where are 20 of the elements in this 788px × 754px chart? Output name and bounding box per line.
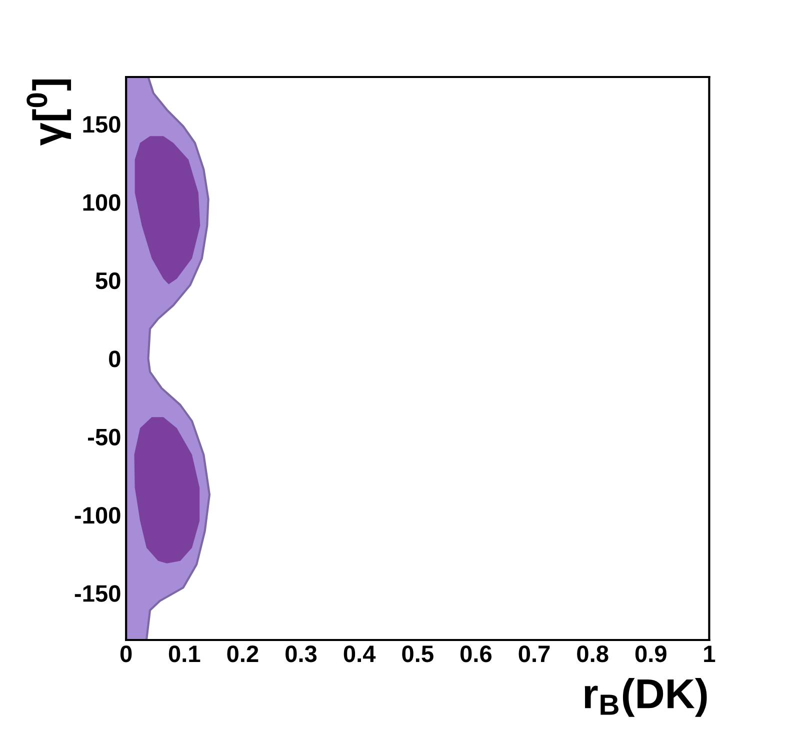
x-tick-label: 0.1 bbox=[168, 645, 200, 662]
x-tick-label: 0.3 bbox=[286, 645, 317, 662]
x-tick-label: 0.6 bbox=[460, 645, 492, 662]
x-axis-title: r$_{B}$(DK) bbox=[584, 678, 707, 717]
x-tick-label: 0.5 bbox=[402, 645, 434, 662]
x-tick-label: 0 bbox=[120, 645, 132, 662]
y-axis-title: γ[$^{0}$] bbox=[26, 79, 72, 146]
y-tick-label: -50 bbox=[88, 428, 120, 446]
x-tick-label: 0.9 bbox=[635, 645, 666, 662]
y-tick-label: 50 bbox=[96, 272, 120, 290]
x-tick-label: 0.4 bbox=[344, 645, 376, 662]
y-tick-label: 150 bbox=[83, 116, 120, 133]
y-tick-label: 0 bbox=[109, 350, 120, 368]
x-tick-label: 0.8 bbox=[577, 645, 608, 662]
y-tick-label: -100 bbox=[74, 506, 120, 524]
y-tick-label: 100 bbox=[83, 194, 120, 211]
x-tick-label: 0.7 bbox=[518, 645, 550, 662]
x-tick-label: 0.2 bbox=[227, 645, 258, 662]
x-tick-label: 1 bbox=[704, 646, 716, 662]
y-tick-label: -150 bbox=[74, 585, 120, 602]
